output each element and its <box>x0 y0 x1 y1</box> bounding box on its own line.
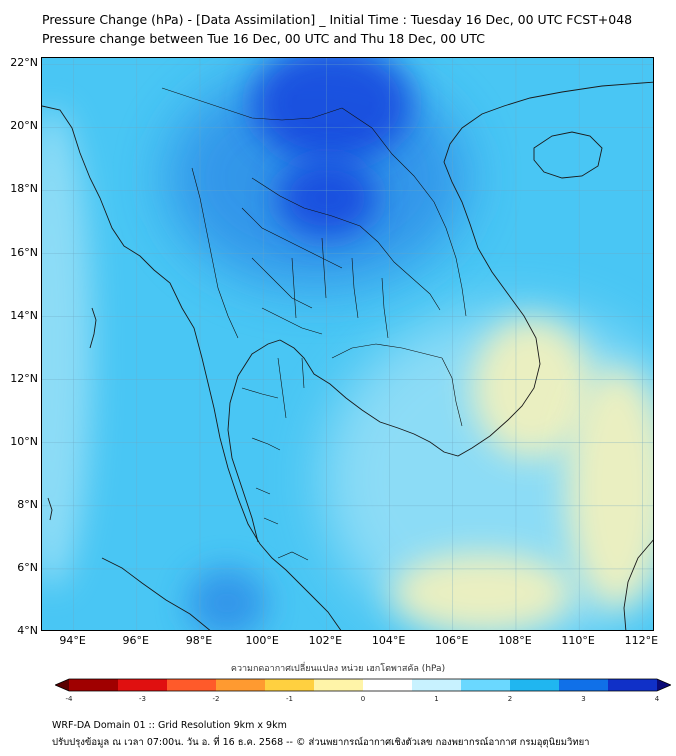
colorbar-segment <box>216 679 266 691</box>
footer-credit: ปรับปรุงข้อมูล ณ เวลา 07:00น. วัน อ. ที่… <box>52 737 590 748</box>
colorbar-tick-label: 4 <box>654 695 660 703</box>
pressure-field <box>42 58 653 630</box>
lat-tick-label: 12°N <box>10 371 38 385</box>
coast-andaman <box>89 307 97 349</box>
coast-sumatra <box>101 557 211 630</box>
colorbar-outline <box>55 678 671 692</box>
lat-tick-label: 14°N <box>10 308 38 322</box>
border-thai-laos <box>251 177 441 311</box>
lat-tick-label: 18°N <box>10 182 38 196</box>
colorbar-segment <box>167 679 217 691</box>
lon-tick-label: 98°E <box>185 634 213 647</box>
coast-myanmar-thai-west <box>42 105 342 630</box>
coastlines <box>42 81 653 630</box>
lon-tick-label: 94°E <box>59 634 86 647</box>
colorbar <box>55 678 671 692</box>
colorbar-extend-high <box>657 679 671 691</box>
graticule <box>42 58 653 630</box>
field-neutral-west <box>42 108 92 588</box>
lat-tick-label: 8°N <box>17 497 38 511</box>
colorbar-segment <box>265 679 315 691</box>
coast-gulf-east-vietnam <box>279 81 653 457</box>
pressure-change-map <box>42 58 653 630</box>
coast-hainan <box>533 131 603 179</box>
colorbar-segment <box>608 679 658 691</box>
lon-tick-label: 102°E <box>308 634 343 647</box>
colorbar-tick-label: 0 <box>360 695 366 703</box>
colorbar-segment <box>69 679 119 691</box>
border-myanmar-thai <box>191 167 239 339</box>
lon-tick-label: 112°E <box>624 634 659 647</box>
border-cambodia-vietnam <box>441 357 463 427</box>
lat-tick-label: 6°N <box>17 560 38 574</box>
border-thai-cambodia <box>331 343 443 359</box>
field-fall-core-laos <box>277 158 377 238</box>
colorbar-segment <box>412 679 462 691</box>
chart-subtitle: Pressure change between Tue 16 Dec, 00 U… <box>42 31 485 46</box>
lat-tick-label: 20°N <box>10 119 38 133</box>
colorbar-segment <box>461 679 511 691</box>
lat-tick-label: 10°N <box>10 434 38 448</box>
field-rise-vietnam-coast <box>472 318 592 458</box>
colorbar-segment <box>118 679 168 691</box>
coast-borneo <box>623 539 653 630</box>
lon-tick-label: 108°E <box>498 634 532 647</box>
colorbar-tick-label: -1 <box>286 695 293 703</box>
colorbar-tick-label: -2 <box>212 695 220 703</box>
lon-tick-label: 104°E <box>371 634 406 647</box>
field-rise-east <box>567 368 653 608</box>
chart-title: Pressure Change (hPa) - [Data Assimilati… <box>42 12 633 27</box>
lon-tick-label: 106°E <box>435 634 469 647</box>
field-fall-sumatra <box>187 568 267 630</box>
field-rise-south <box>392 553 572 630</box>
colorbar-segment <box>559 679 609 691</box>
colorbar-title: ความกดอากาศเปลี่ยนแปลง หน่วย เฮกโตพาสคัล… <box>230 664 446 674</box>
coast-nicobar <box>47 497 53 521</box>
lat-tick-label: 16°N <box>10 245 38 259</box>
colorbar-segment <box>363 679 413 691</box>
map-panel <box>41 57 654 631</box>
admin-borders <box>161 87 467 561</box>
lat-tick-label: 4°N <box>17 624 38 637</box>
lon-tick-label: 100°E <box>245 634 279 647</box>
coast-gulf-west <box>227 339 281 543</box>
border-thai-malaysia <box>277 551 309 561</box>
border-laos-vietnam <box>341 107 467 317</box>
border-provinces-2 <box>241 357 305 525</box>
colorbar-tick-label: -4 <box>65 695 73 703</box>
colorbar-tick-label: -3 <box>139 695 146 703</box>
lon-tick-label: 96°E <box>122 634 149 647</box>
colorbar-extend-low <box>55 679 69 691</box>
colorbar-tick-label: 3 <box>581 695 586 703</box>
lat-tick-label: 22°N <box>10 56 38 70</box>
colorbar-tick-label: 1 <box>434 695 439 703</box>
border-china-myanmar <box>161 87 343 121</box>
lon-tick-label: 110°E <box>561 634 595 647</box>
colorbar-tick-label: 2 <box>507 695 513 703</box>
colorbar-segment <box>510 679 560 691</box>
colorbar-segment <box>314 679 364 691</box>
border-provinces-1 <box>241 207 389 339</box>
field-fall-core-north <box>252 58 412 163</box>
footer-model-info: WRF-DA Domain 01 :: Grid Resolution 9km … <box>52 720 287 731</box>
